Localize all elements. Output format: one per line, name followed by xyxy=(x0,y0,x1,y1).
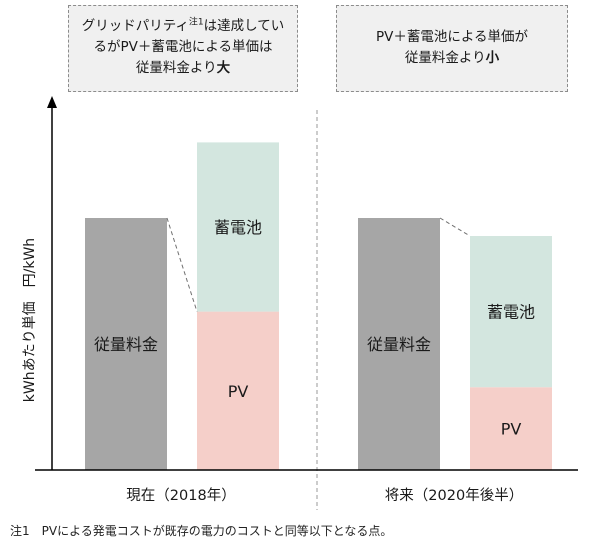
bar-segment-pv xyxy=(470,387,552,470)
callout-current-line2: るがPV＋蓄電池による単価は xyxy=(93,39,273,55)
bar-segment-tariff xyxy=(358,218,440,470)
x-label-current: 現在（2018年） xyxy=(126,487,235,504)
callout-future-line2: 従量料金より小 xyxy=(404,50,500,66)
bar-segment-battery xyxy=(197,142,279,312)
bar-segment-label: PV xyxy=(228,382,249,401)
y-axis-arrow xyxy=(47,96,57,108)
bar-segment-pv xyxy=(197,311,279,470)
footnote-ref: 注1 xyxy=(188,17,204,28)
y-axis-label: kWhあたり単価 円/kWh xyxy=(22,238,38,402)
callout-future-line1: PV＋蓄電池による単価が xyxy=(376,29,528,45)
callout-current: グリッドパリティ注1は達成してい るがPV＋蓄電池による単価は 従量料金より大 xyxy=(68,5,298,92)
comparison-connector xyxy=(439,217,471,237)
bar-segment-battery xyxy=(470,236,552,388)
bar-segment-tariff xyxy=(85,218,167,470)
callout-current-line1: グリッドパリティ注1は達成してい xyxy=(81,17,285,34)
callout-current-line3: 従量料金より大 xyxy=(135,60,231,76)
bar-segment-label: PV xyxy=(501,420,522,439)
x-label-future: 将来（2020年後半） xyxy=(385,487,523,504)
bar-segment-label: 蓄電池 xyxy=(487,303,535,322)
bar-segment-label: 蓄電池 xyxy=(214,218,262,237)
bar-segment-label: 従量料金 xyxy=(94,335,158,354)
connector-layer xyxy=(166,217,471,312)
bar-segment-label: 従量料金 xyxy=(367,335,431,354)
comparison-connector xyxy=(166,217,198,312)
footnote: 注1 PVによる発電コストが既存の電力のコストと同等以下となる点。 xyxy=(10,524,393,538)
callout-future: PV＋蓄電池による単価が 従量料金より小 xyxy=(336,5,568,92)
